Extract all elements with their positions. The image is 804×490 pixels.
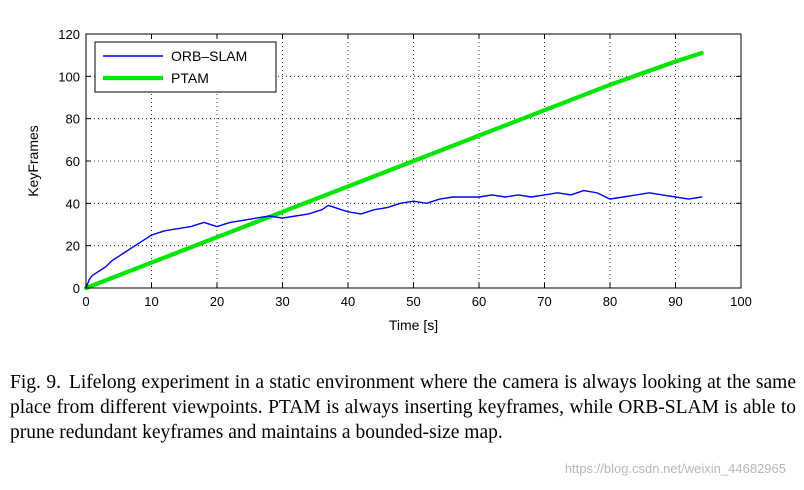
x-tick-label: 10 xyxy=(144,294,158,309)
legend-label-ptam: PTAM xyxy=(171,70,209,86)
x-tick-label: 30 xyxy=(275,294,289,309)
y-tick-label: 20 xyxy=(66,239,80,254)
ticks: 0 10 20 30 40 50 60 70 80 90 100 0 20 40 60 80 100 120 xyxy=(58,27,752,309)
x-tick-label: 50 xyxy=(406,294,420,309)
figure-caption: Fig. 9. Lifelong experiment in a static e… xyxy=(10,370,796,445)
y-tick-label: 40 xyxy=(66,196,80,211)
legend: ORB–SLAM PTAM xyxy=(94,41,277,93)
x-tick-label: 100 xyxy=(730,294,752,309)
caption-text: Lifelong experiment in a static environm… xyxy=(10,372,796,443)
y-tick-label: 60 xyxy=(66,154,80,169)
x-tick-label: 60 xyxy=(472,294,486,309)
x-tick-label: 20 xyxy=(210,294,224,309)
x-tick-label: 90 xyxy=(668,294,682,309)
x-tick-label: 0 xyxy=(82,294,89,309)
caption-label: Fig. 9. xyxy=(10,372,61,393)
series-line-orb-slam xyxy=(85,189,703,289)
y-tick-label: 0 xyxy=(73,281,80,296)
series-layer xyxy=(83,50,704,291)
y-tick-label: 80 xyxy=(66,112,80,127)
watermark: https://blog.csdn.net/weixin_44682965 xyxy=(564,461,786,476)
legend-box xyxy=(94,41,277,93)
y-axis-title: KeyFrames xyxy=(25,125,41,197)
legend-label-orb-slam: ORB–SLAM xyxy=(171,48,247,64)
x-tick-label: 70 xyxy=(537,294,551,309)
keyframes-line-chart: 0 10 20 30 40 50 60 70 80 90 100 0 20 40 60 80 100 120 Ti… xyxy=(25,27,752,333)
x-tick-label: 80 xyxy=(603,294,617,309)
x-axis-title: Time [s] xyxy=(389,317,438,333)
y-tick-label: 120 xyxy=(58,27,80,42)
series-line-ptam xyxy=(83,50,704,291)
y-tick-label: 100 xyxy=(58,69,80,84)
x-tick-label: 40 xyxy=(341,294,355,309)
